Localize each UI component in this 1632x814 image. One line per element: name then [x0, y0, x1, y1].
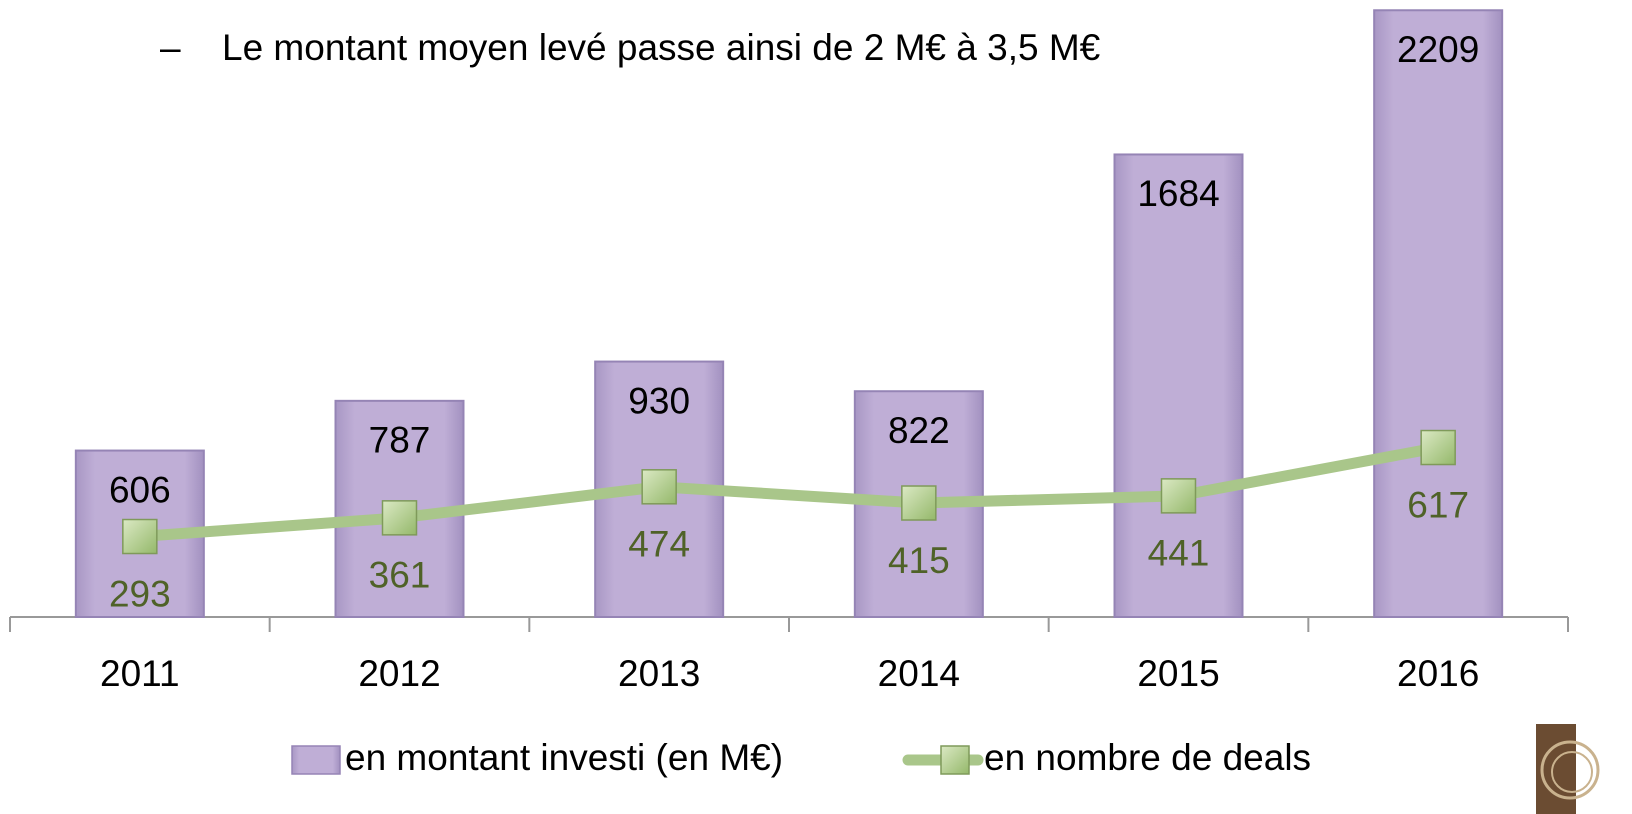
- bar-value-label: 2209: [1397, 29, 1479, 70]
- line: [139, 442, 1440, 543]
- bar-value-label: 1684: [1137, 173, 1219, 214]
- line-value-label: 415: [888, 540, 950, 581]
- bullet: –: [160, 27, 181, 68]
- bar-value-label: 787: [369, 420, 431, 461]
- bar-value-label: 606: [109, 469, 171, 510]
- x-tick-label: 2012: [358, 653, 440, 694]
- logo: [1536, 724, 1600, 814]
- line-value-label: 474: [628, 524, 690, 565]
- x-tick-label: 2011: [100, 653, 180, 694]
- subtitle: Le montant moyen levé passe ainsi de 2 M…: [222, 27, 1101, 68]
- bar-value-label: 822: [888, 410, 950, 451]
- line-marker: [641, 469, 677, 505]
- x-tick-label: 2014: [878, 653, 960, 694]
- legend-label: en nombre de deals: [984, 737, 1311, 778]
- legend-swatch: [291, 745, 341, 775]
- line-marker: [122, 518, 158, 555]
- line-marker: [1160, 478, 1197, 514]
- bar-value-label: 930: [628, 380, 690, 421]
- line-value-label: 293: [109, 573, 171, 614]
- legend-label: en montant investi (en M€): [345, 737, 783, 778]
- bar: [1373, 9, 1504, 618]
- bar: [1113, 153, 1244, 618]
- legend-swatch: [940, 745, 970, 775]
- line-value-label: 617: [1407, 484, 1469, 525]
- line-marker: [901, 485, 937, 521]
- line-value-label: 361: [369, 555, 431, 596]
- line-marker: [1420, 429, 1456, 466]
- x-tick-label: 2013: [618, 653, 700, 694]
- line-marker: [381, 500, 418, 536]
- x-tick-label: 2015: [1137, 653, 1219, 694]
- line-value-label: 441: [1148, 533, 1210, 574]
- x-tick-label: 2016: [1397, 653, 1479, 694]
